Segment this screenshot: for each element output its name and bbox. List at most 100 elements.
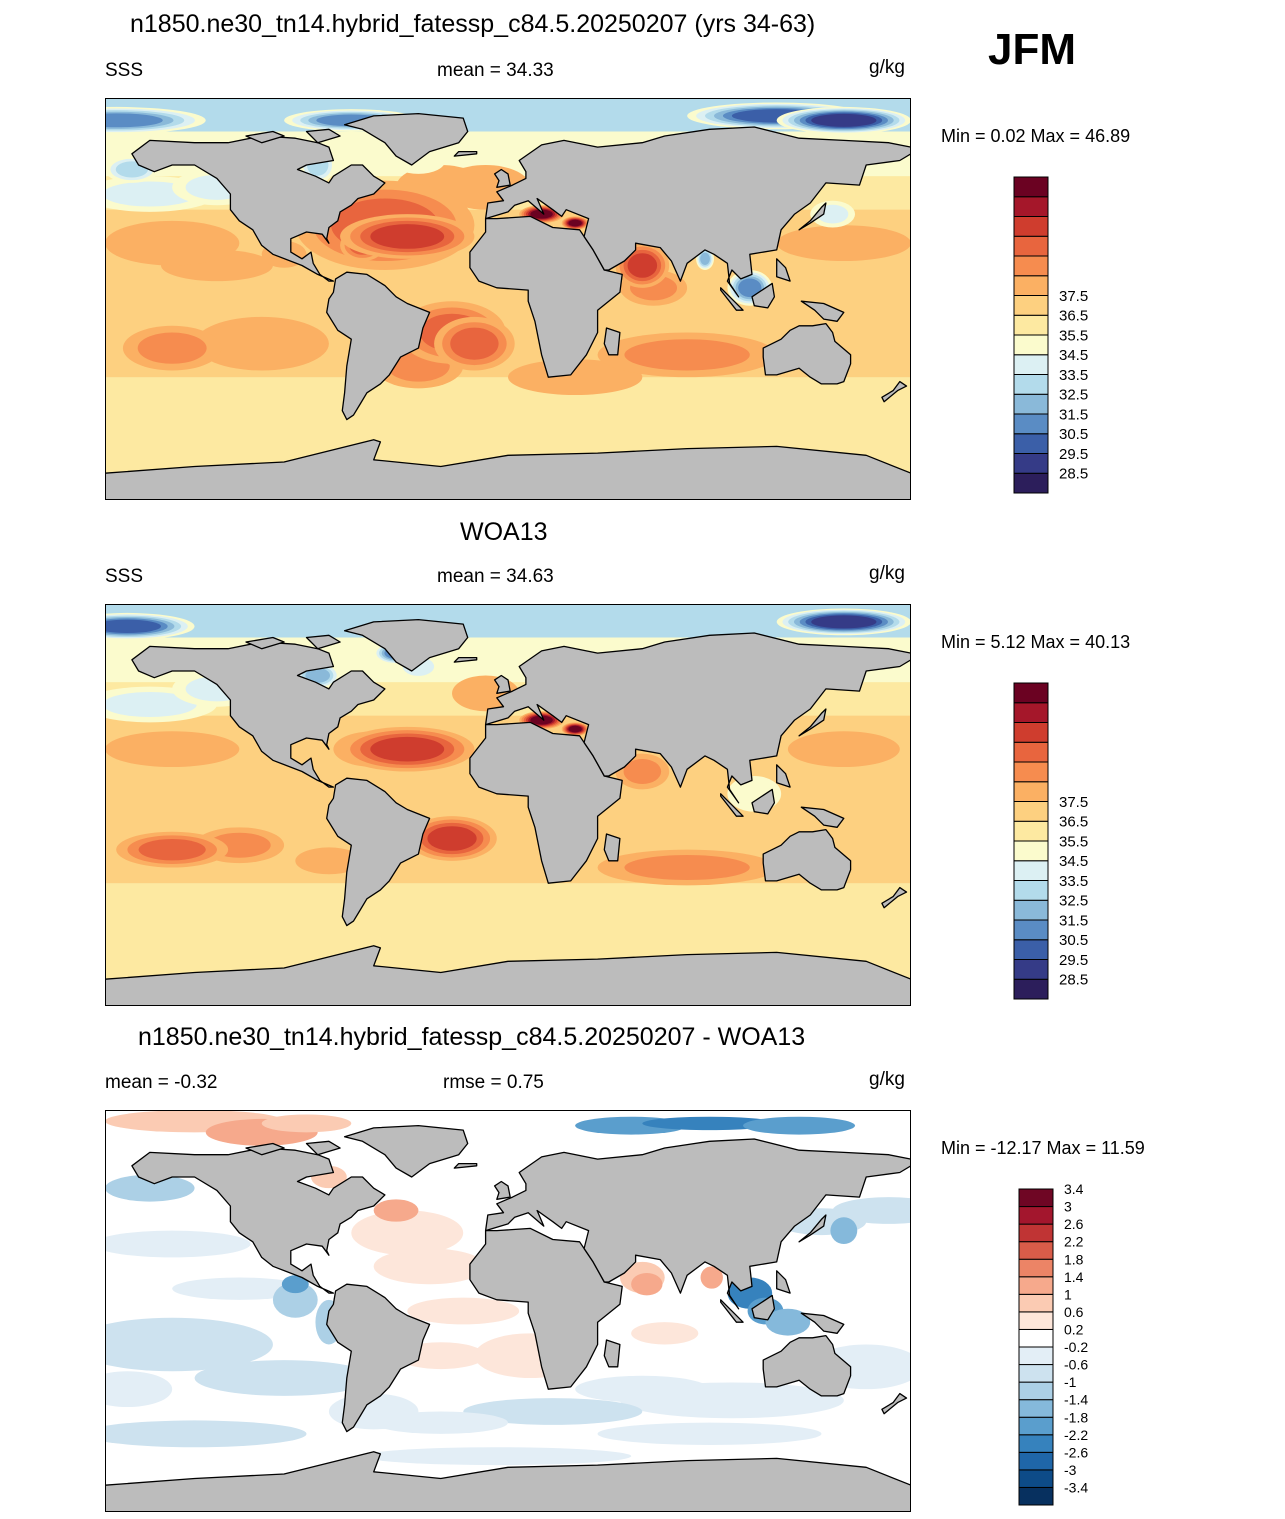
colorbar-label: 28.5 (1059, 466, 1088, 483)
colorbar-box (1018, 1451, 1054, 1471)
colorbar-box (1013, 196, 1049, 217)
land-mass (493, 1180, 511, 1200)
colorbar-box (1013, 820, 1049, 842)
colorbar-box (1013, 255, 1049, 277)
colorbar-label: 3.4 (1064, 1181, 1084, 1197)
land-mass (720, 793, 744, 817)
colorbar-box (1018, 1469, 1054, 1488)
colorbar-box (1018, 1364, 1054, 1383)
colorbar-label: 1 (1064, 1286, 1072, 1302)
colorbar-label: -1 (1064, 1374, 1077, 1390)
colorbar-box (1018, 1188, 1054, 1208)
colorbar-box (1018, 1399, 1054, 1418)
land-mass (484, 632, 911, 804)
panel-3-colorbar: -3.4 -3 -2.6 -2.2 -1.8 -1.4 -1 -0.6 -0.2 0.2 0.6 1 1… (1018, 1181, 1108, 1506)
colorbar-box (1013, 899, 1049, 921)
land-mass (305, 128, 341, 144)
colorbar-box (1013, 801, 1049, 822)
land-mass (469, 721, 623, 884)
colorbar-label: 3 (1064, 1199, 1072, 1215)
colorbar-label: 2.6 (1064, 1216, 1084, 1232)
colorbar-box (1013, 741, 1049, 763)
colorbar-label: 29.5 (1059, 952, 1088, 969)
land-mass (881, 380, 908, 403)
land-mass (305, 634, 341, 650)
land-mass (776, 764, 791, 788)
colorbar-box (1013, 235, 1049, 257)
land-mass (343, 1124, 469, 1178)
colorbar-box (1013, 472, 1049, 494)
land-mass (881, 886, 908, 909)
colorbar-label: 0.2 (1064, 1321, 1084, 1337)
colorbar-label: -3 (1064, 1462, 1077, 1478)
colorbar-label: -0.6 (1064, 1357, 1088, 1373)
colorbar-label: 2.2 (1064, 1234, 1084, 1250)
panel-1-title: n1850.ne30_tn14.hybrid_fatessp_c84.5.202… (130, 10, 816, 38)
colorbar-box (1013, 761, 1049, 783)
land-mass (245, 1142, 285, 1156)
land-mass (105, 1451, 911, 1512)
panel-3-minmax: Min = -12.17 Max = 11.59 (941, 1138, 1145, 1158)
colorbar-box (1013, 393, 1049, 415)
panel-2-center-label: mean = 34.63 (437, 566, 554, 587)
land-mass (776, 258, 791, 282)
colorbar-box (1013, 840, 1049, 862)
colorbar-box (1013, 702, 1049, 723)
land-mass (453, 656, 478, 663)
colorbar-label: 30.5 (1059, 426, 1088, 443)
land-mass (469, 1227, 623, 1390)
panel-1-units-label: g/kg (869, 57, 905, 78)
colorbar-box (1013, 959, 1049, 980)
land-mass (762, 828, 852, 891)
land-mass (751, 788, 776, 815)
land-mass (800, 300, 845, 322)
season-label: JFM (988, 25, 1076, 74)
land-mass (105, 945, 911, 1006)
colorbar-label: 37.5 (1059, 288, 1088, 305)
colorbar-box (1013, 978, 1049, 1000)
colorbar-box (1013, 176, 1049, 198)
land-mass (493, 674, 511, 694)
panel-2-units-label: g/kg (869, 563, 905, 584)
land-mass (762, 322, 852, 385)
colorbar-label: -3.4 (1064, 1479, 1088, 1495)
panel-2-minmax: Min = 5.12 Max = 40.13 (941, 632, 1131, 652)
colorbar-label: 32.5 (1059, 387, 1088, 404)
land-mass (131, 1147, 386, 1294)
colorbar-box (1013, 295, 1049, 316)
colorbar-box (1018, 1328, 1054, 1348)
land-mass (800, 806, 845, 828)
colorbar-box (1018, 1293, 1054, 1313)
panel-2-colorbar: 28.5 29.5 30.5 31.5 32.5 33.5 34.5 35.5 36.5 37.5 (1013, 682, 1103, 1000)
colorbar-label: 37.5 (1059, 794, 1088, 811)
land-mass (720, 287, 744, 311)
colorbar-label: 34.5 (1059, 347, 1088, 364)
land-mass (762, 1334, 852, 1397)
land-mass (720, 1299, 744, 1323)
colorbar-box (1013, 314, 1049, 336)
colorbar-label: 32.5 (1059, 893, 1088, 910)
colorbar-label: 36.5 (1059, 308, 1088, 325)
panel-2-map (105, 604, 911, 1006)
colorbar-box (1013, 354, 1049, 375)
land-mass (326, 777, 431, 927)
land-mass (751, 282, 776, 309)
panel-1-colorbar: 28.5 29.5 30.5 31.5 32.5 33.5 34.5 35.5 36.5 37.5 (1013, 176, 1103, 494)
land-mass (131, 641, 386, 788)
land-mass (484, 1138, 911, 1310)
colorbar-box (1013, 722, 1049, 743)
colorbar-label: 35.5 (1059, 327, 1088, 344)
land-mass (603, 1339, 621, 1368)
colorbar-box (1013, 781, 1049, 802)
colorbar-label: 31.5 (1059, 912, 1088, 929)
colorbar-box (1018, 1258, 1054, 1278)
land-mass (493, 168, 511, 188)
colorbar-label: 34.5 (1059, 853, 1088, 870)
land-mass (798, 708, 827, 737)
colorbar-box (1018, 1346, 1054, 1366)
panel-3-units-label: g/kg (869, 1069, 905, 1090)
colorbar-box (1018, 1241, 1054, 1260)
land-mass (245, 636, 285, 650)
panel-1-map (105, 98, 911, 500)
colorbar-label: 1.4 (1064, 1269, 1084, 1285)
